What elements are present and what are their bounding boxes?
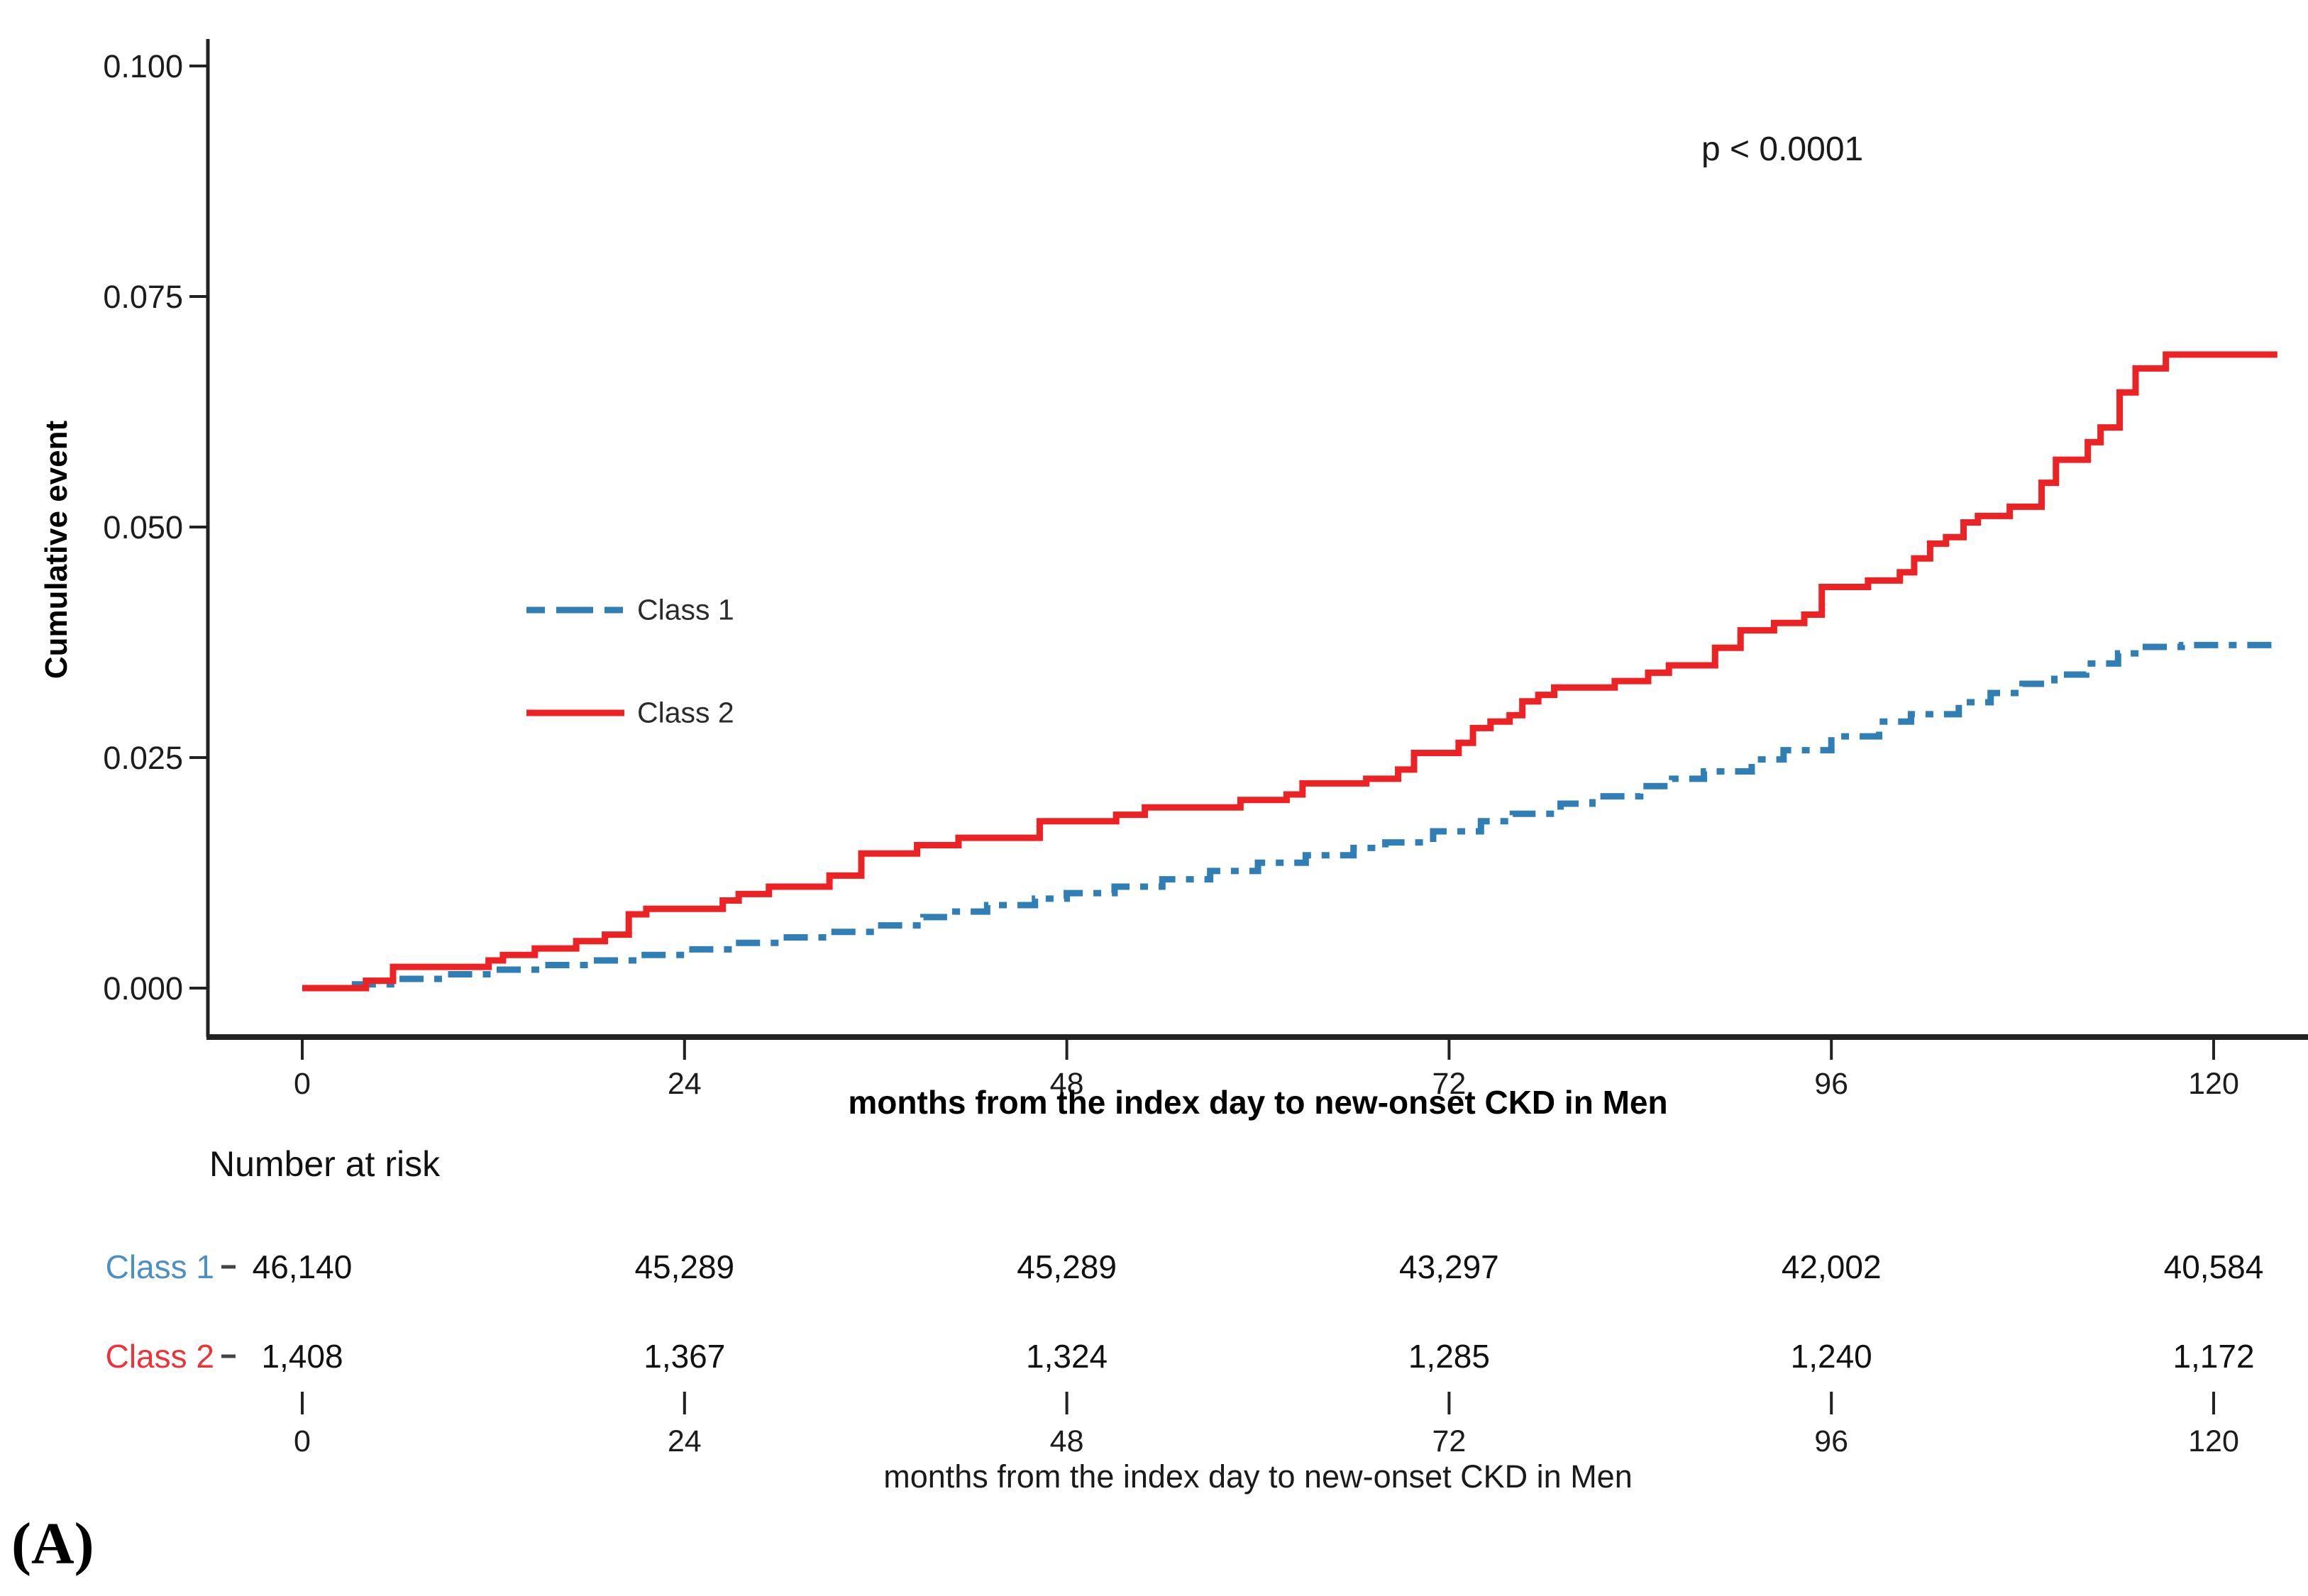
curve-class-1 (302, 641, 2277, 992)
risk-value: 43,297 (1399, 1248, 1499, 1285)
p-value-annotation: p < 0.0001 (1701, 131, 1864, 168)
x-axis-title: months from the index day to new-onset C… (848, 1084, 1668, 1121)
risk-axis-tick-label: 48 (1050, 1424, 1084, 1458)
risk-value: 46,140 (253, 1248, 353, 1285)
x-axis-tick-label: 24 (668, 1067, 702, 1101)
x-axis-tick-label: 72 (1432, 1067, 1466, 1101)
risk-value: 45,289 (1017, 1248, 1117, 1285)
risk-value: 1,367 (644, 1338, 725, 1375)
risk-value: 40,584 (2164, 1248, 2264, 1285)
risk-axis-tick-label: 24 (668, 1424, 702, 1458)
risk-value: 1,408 (261, 1338, 343, 1375)
panel-label-A: (A) (11, 1511, 94, 1577)
x-axis-tick-label: 120 (2188, 1067, 2239, 1101)
risk-row-label-class-2: Class 2 (106, 1338, 214, 1375)
risk-value: 42,002 (1782, 1248, 1882, 1285)
y-axis-title: Cumulative event (39, 420, 74, 680)
legend-label-class-2: Class 2 (637, 696, 734, 729)
y-axis-tick-label: 0.025 (103, 740, 183, 776)
risk-table-header: Number at risk (209, 1144, 441, 1184)
risk-axis-tick-label: 96 (1814, 1424, 1848, 1458)
y-axis-tick-label: 0.100 (103, 48, 183, 84)
risk-axis-tick-label: 120 (2188, 1424, 2239, 1458)
risk-value: 1,324 (1026, 1338, 1108, 1375)
curve-class-2 (302, 351, 2277, 992)
x-axis-tick-label: 0 (294, 1067, 311, 1101)
x-axis-tick-label: 48 (1050, 1067, 1084, 1101)
y-axis-tick-label: 0.000 (103, 970, 183, 1007)
x-axis-tick-label: 96 (1814, 1067, 1848, 1101)
risk-value: 1,240 (1791, 1338, 1872, 1375)
y-axis-tick-label: 0.075 (103, 279, 183, 315)
risk-value: 1,285 (1408, 1338, 1490, 1375)
risk-value: 45,289 (634, 1248, 734, 1285)
risk-row-label-class-1: Class 1 (106, 1248, 214, 1285)
risk-table-axis-title: months from the index day to new-onset C… (883, 1458, 1633, 1495)
risk-axis-tick-label: 72 (1432, 1424, 1466, 1458)
y-axis-tick-label: 0.050 (103, 509, 183, 545)
risk-axis-tick-label: 0 (294, 1424, 311, 1458)
legend-label-class-1: Class 1 (637, 593, 734, 626)
risk-value: 1,172 (2172, 1338, 2254, 1375)
